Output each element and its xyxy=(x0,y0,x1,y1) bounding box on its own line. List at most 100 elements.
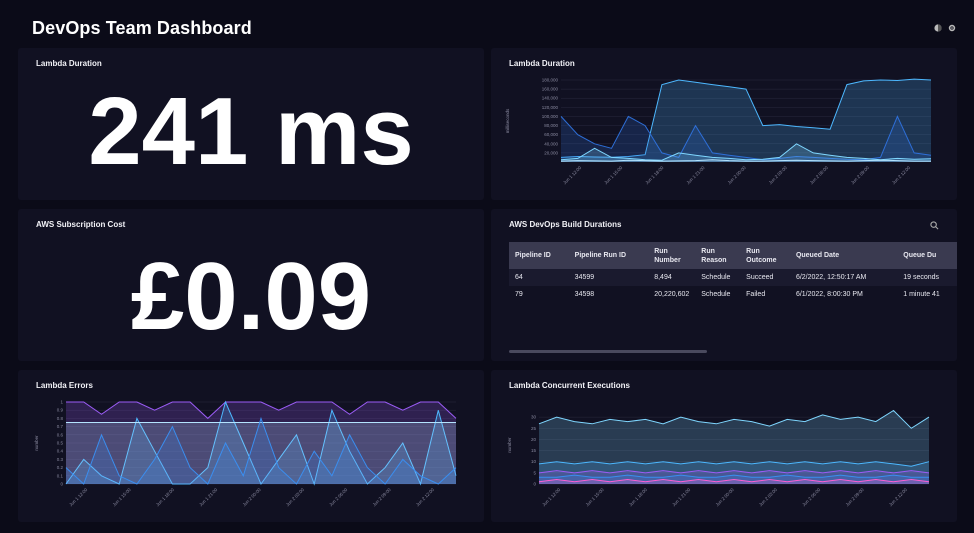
table-cell: Failed xyxy=(746,291,766,298)
y-tick-label: 20 xyxy=(531,437,537,442)
y-tick-label: 0.1 xyxy=(57,473,64,478)
lambda-duration-value: 241 ms xyxy=(88,78,414,185)
column-header[interactable]: Pipeline Run ID xyxy=(574,252,627,259)
x-tick-label: Jun 1 21:00 xyxy=(198,487,219,508)
x-tick-label: Jun 2 00:00 xyxy=(242,487,263,508)
series-area xyxy=(561,143,931,162)
x-tick-label: Jun 1 15:00 xyxy=(603,165,624,186)
dashboard-title: DevOps Team Dashboard xyxy=(32,18,252,38)
y-tick-label: 120,000 xyxy=(542,105,559,110)
series-area xyxy=(561,116,931,162)
y-tick-label: 20,000 xyxy=(544,150,558,155)
table-cell: 64 xyxy=(515,274,523,281)
y-tick-label: 40,000 xyxy=(544,141,558,146)
x-tick-label: Jun 1 15:00 xyxy=(585,487,606,508)
panel-title: Lambda Errors xyxy=(36,381,93,390)
y-tick-label: 100,000 xyxy=(542,114,559,119)
x-tick-label: Jun 2 00:00 xyxy=(715,487,736,508)
y-tick-label: 60,000 xyxy=(544,132,558,137)
x-tick-label: Jun 2 12:00 xyxy=(415,487,436,508)
lambda-errors-panel: Lambda Errors 0 0.1 0.2 0.3 0.4 0.5 0.6 0.7 0.8 0… xyxy=(18,370,484,522)
horizontal-scrollbar[interactable] xyxy=(509,350,707,353)
table-cell: 8,494 xyxy=(654,274,672,281)
column-header[interactable]: Queue Du xyxy=(903,252,937,259)
panel-title: AWS DevOps Build Durations xyxy=(509,220,622,229)
x-tick-label: Jun 2 09:00 xyxy=(850,165,871,186)
concurrent-executions-panel: Lambda Concurrent Executions 0 5 10 15 20 25 3… xyxy=(491,370,957,522)
concurrent-executions-chart[interactable]: 0 5 10 15 20 25 30 number Jun 1 12:00 Jun 1 15:00… xyxy=(491,370,957,522)
y-tick-label: 0.4 xyxy=(57,449,64,454)
series-area xyxy=(66,422,456,484)
table-cell: 6/1/2022, 8:00:30 PM xyxy=(795,291,863,298)
x-tick-label: Jun 1 21:00 xyxy=(671,487,692,508)
x-tick-label: Jun 2 03:00 xyxy=(758,487,779,508)
table-cell: Schedule xyxy=(701,274,731,281)
x-tick-label: Jun 2 12:00 xyxy=(888,487,909,508)
y-tick-label: 25 xyxy=(531,426,537,431)
header-icons xyxy=(934,24,956,32)
column-header[interactable]: Pipeline ID xyxy=(515,252,551,259)
x-tick-label: Jun 2 09:00 xyxy=(372,487,393,508)
series-line xyxy=(560,143,932,161)
y-tick-label: 1 xyxy=(60,400,63,405)
y-tick-label: 140,000 xyxy=(542,96,559,101)
table-cell: Succeed xyxy=(746,274,774,281)
subscription-cost-value: £0.09 xyxy=(130,243,372,350)
x-tick-label: Jun 2 06:00 xyxy=(809,165,830,186)
y-tick-label: 80,000 xyxy=(544,123,558,128)
x-tick-label: Jun 1 15:00 xyxy=(112,487,133,508)
column-header[interactable]: Queued Date xyxy=(795,252,840,259)
y-tick-label: 180,000 xyxy=(542,78,559,83)
settings-icon[interactable] xyxy=(948,24,956,32)
column-header[interactable]: Run Reason xyxy=(701,247,727,264)
theme-icon[interactable] xyxy=(934,24,942,32)
y-tick-label: 0.9 xyxy=(57,408,64,413)
table-cell: 1 minute 41 xyxy=(903,291,940,298)
x-tick-label: Jun 2 00:00 xyxy=(727,165,748,186)
y-tick-label: 0 xyxy=(60,482,63,487)
x-tick-label: Jun 1 12:00 xyxy=(562,165,583,186)
y-tick-label: 0.5 xyxy=(57,441,64,446)
build-durations-panel: AWS DevOps Build Durations Pipeline ID P… xyxy=(491,209,957,361)
y-tick-label: 30 xyxy=(531,415,537,420)
series-line xyxy=(539,474,929,478)
panel-title: AWS Subscription Cost xyxy=(36,220,126,229)
y-tick-label: 0.7 xyxy=(57,424,64,429)
y-tick-label: 0.6 xyxy=(57,432,64,437)
series-area xyxy=(539,410,929,484)
column-header[interactable]: Run Number xyxy=(654,247,681,264)
x-tick-label: Jun 2 06:00 xyxy=(328,487,349,508)
table-cell: 6/2/2022, 12:50:17 AM xyxy=(795,274,867,281)
x-tick-label: Jun 2 03:00 xyxy=(768,165,789,186)
series-line xyxy=(65,416,457,485)
lambda-duration-chart[interactable]: 20,000 40,000 60,000 80,000 100,000 120,000 14… xyxy=(491,48,957,200)
y-tick-label: 0.8 xyxy=(57,416,64,421)
y-tick-label: 15 xyxy=(531,448,537,453)
y-tick-label: 5 xyxy=(533,470,536,475)
y-axis-label: number xyxy=(507,437,512,453)
series-area xyxy=(66,402,456,484)
series-line xyxy=(65,400,457,486)
search-icon[interactable] xyxy=(930,221,939,230)
subscription-cost-panel: AWS Subscription Cost £0.09 xyxy=(18,209,484,361)
x-tick-label: Jun 1 18:00 xyxy=(155,487,176,508)
panel-title: Lambda Concurrent Executions xyxy=(509,381,630,390)
series-line xyxy=(66,401,457,420)
table-header-row: Pipeline ID Pipeline Run ID Run Number R… xyxy=(509,242,957,269)
x-tick-label: Jun 1 18:00 xyxy=(644,165,665,186)
table-row[interactable]: 64 34599 8,494 Schedule Succeed 6/2/2022… xyxy=(509,269,957,286)
build-durations-table: Pipeline ID Pipeline Run ID Run Number R… xyxy=(509,242,957,303)
table-cell: 34599 xyxy=(574,274,595,281)
table-row[interactable]: 79 34598 20,220,602 Schedule Failed 6/1/… xyxy=(509,286,957,303)
series-line xyxy=(538,461,930,467)
y-axis-label: milliseconds xyxy=(505,108,510,133)
panel-title: Lambda Duration xyxy=(36,59,102,68)
x-tick-label: Jun 2 12:00 xyxy=(891,165,912,186)
series-area xyxy=(539,479,929,484)
x-tick-label: Jun 1 12:00 xyxy=(68,487,89,508)
y-axis-label: number xyxy=(34,435,39,451)
column-header[interactable]: Run Outcome xyxy=(746,247,777,264)
lambda-errors-chart[interactable]: 0 0.1 0.2 0.3 0.4 0.5 0.6 0.7 0.8 0.9 1 number Jun 1… xyxy=(18,370,484,522)
lambda-duration-chart-panel: Lambda Duration 20,000 40,000 60,000 80,000… xyxy=(491,48,957,200)
series-line xyxy=(538,409,930,429)
